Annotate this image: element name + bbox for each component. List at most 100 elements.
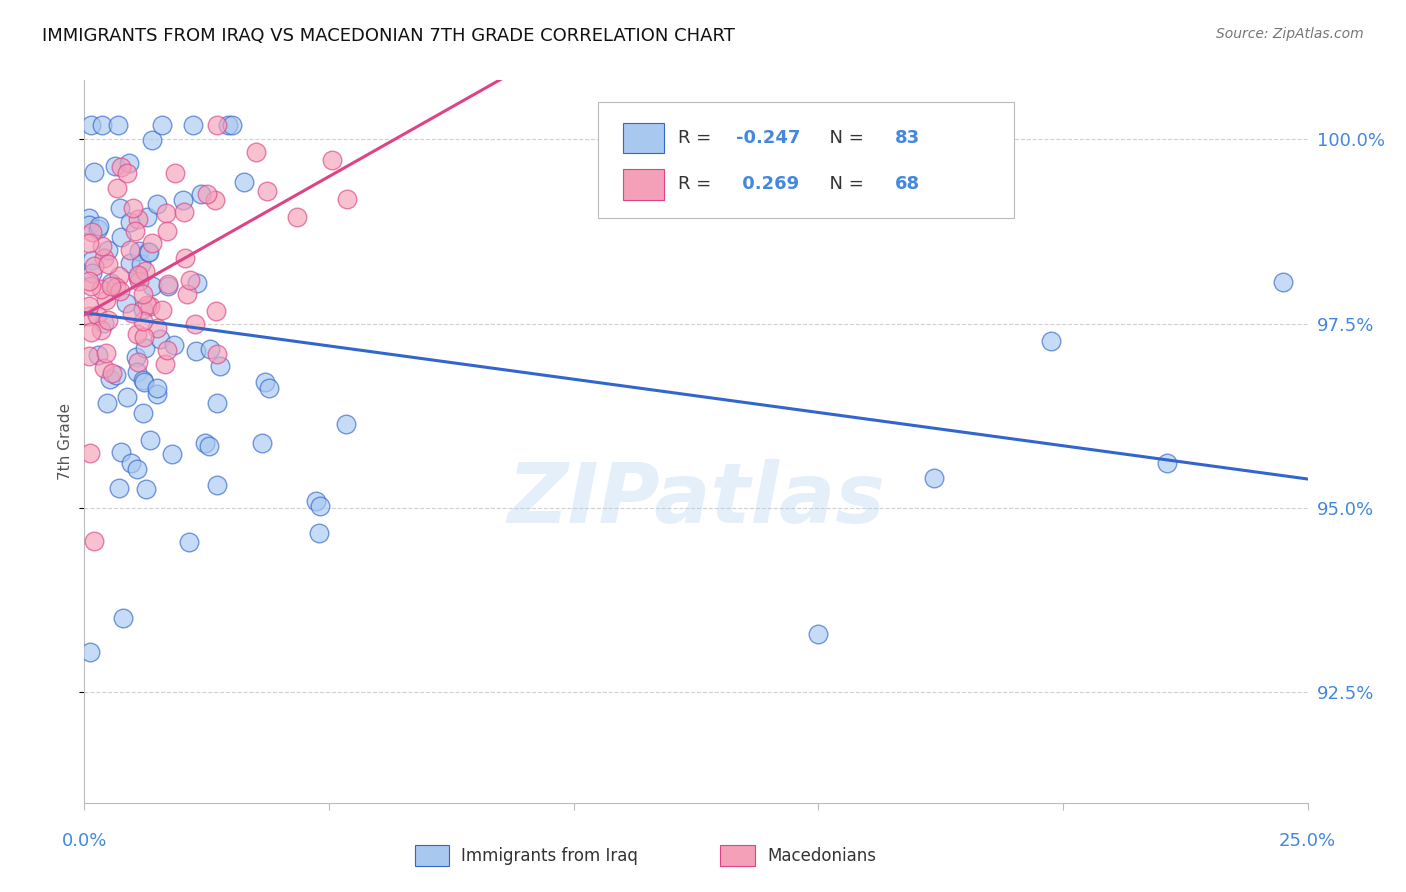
Point xyxy=(173,205,195,219)
Point xyxy=(150,118,173,132)
Point xyxy=(163,338,186,352)
Point xyxy=(1156,456,1178,470)
Point xyxy=(305,494,328,508)
Point xyxy=(87,219,110,233)
Point xyxy=(195,186,218,201)
Point xyxy=(252,436,274,450)
Point xyxy=(150,302,173,317)
Point xyxy=(120,244,142,258)
Point xyxy=(132,330,155,344)
Point xyxy=(77,211,100,226)
Point xyxy=(110,160,132,174)
Point xyxy=(204,193,226,207)
Point xyxy=(157,277,180,291)
Point xyxy=(77,349,100,363)
Point xyxy=(127,270,149,285)
Point xyxy=(91,118,114,132)
FancyBboxPatch shape xyxy=(415,846,449,865)
Point xyxy=(146,197,169,211)
Point xyxy=(90,323,112,337)
Point xyxy=(118,255,141,269)
Point xyxy=(198,342,221,356)
Text: Source: ZipAtlas.com: Source: ZipAtlas.com xyxy=(1216,27,1364,41)
Point xyxy=(132,373,155,387)
Text: Macedonians: Macedonians xyxy=(766,847,876,864)
Point xyxy=(107,118,129,132)
Point xyxy=(110,445,132,459)
Point xyxy=(156,279,179,293)
Point xyxy=(86,308,108,322)
Point xyxy=(134,375,156,389)
Point xyxy=(120,456,142,470)
Point xyxy=(77,274,100,288)
Point xyxy=(132,406,155,420)
Point xyxy=(124,224,146,238)
Point xyxy=(155,206,177,220)
Point xyxy=(111,611,134,625)
Point xyxy=(155,343,177,358)
Point xyxy=(93,316,115,330)
Point xyxy=(100,366,122,380)
Point xyxy=(186,276,208,290)
Point xyxy=(146,387,169,401)
Point xyxy=(194,435,217,450)
Point xyxy=(98,372,121,386)
Point xyxy=(83,165,105,179)
Point xyxy=(190,187,212,202)
Point xyxy=(232,175,254,189)
Text: R =: R = xyxy=(678,129,717,147)
Point xyxy=(100,278,122,293)
Point xyxy=(121,306,143,320)
Point xyxy=(141,133,163,147)
Text: IMMIGRANTS FROM IRAQ VS MACEDONIAN 7TH GRADE CORRELATION CHART: IMMIGRANTS FROM IRAQ VS MACEDONIAN 7TH G… xyxy=(42,27,735,45)
FancyBboxPatch shape xyxy=(623,123,664,153)
Point xyxy=(115,166,138,180)
Point xyxy=(77,235,100,250)
Point xyxy=(80,279,103,293)
Point xyxy=(79,325,101,339)
Point xyxy=(160,447,183,461)
Point xyxy=(94,293,117,308)
Point xyxy=(131,313,153,327)
Point xyxy=(79,446,101,460)
Point xyxy=(118,155,141,169)
Point xyxy=(136,245,159,260)
Point xyxy=(1272,275,1295,289)
Point xyxy=(205,347,228,361)
Text: Immigrants from Iraq: Immigrants from Iraq xyxy=(461,847,638,864)
Point xyxy=(80,253,103,268)
Point xyxy=(77,299,100,313)
Point xyxy=(335,417,357,432)
Point xyxy=(80,118,103,132)
Point xyxy=(97,313,120,327)
Point xyxy=(146,381,169,395)
Point xyxy=(141,279,163,293)
Point xyxy=(104,368,127,382)
Point xyxy=(100,276,122,290)
Point xyxy=(183,317,205,331)
Point xyxy=(125,350,148,364)
Point xyxy=(125,365,148,379)
Point xyxy=(141,235,163,250)
Point xyxy=(134,264,156,278)
FancyBboxPatch shape xyxy=(598,102,1014,218)
Text: 25.0%: 25.0% xyxy=(1279,831,1336,850)
Point xyxy=(139,434,162,448)
Text: 0.0%: 0.0% xyxy=(62,831,107,850)
Text: ZIPatlas: ZIPatlas xyxy=(508,458,884,540)
Y-axis label: 7th Grade: 7th Grade xyxy=(58,403,73,480)
Point xyxy=(135,483,157,497)
Point xyxy=(121,201,143,215)
Point xyxy=(205,118,228,132)
Point xyxy=(115,390,138,404)
Point xyxy=(131,301,153,316)
Point xyxy=(90,238,112,252)
Point xyxy=(77,218,100,232)
Point xyxy=(134,341,156,355)
Point xyxy=(308,526,330,541)
Point xyxy=(253,375,276,389)
Text: R =: R = xyxy=(678,176,717,194)
Point xyxy=(77,309,100,323)
Point xyxy=(127,268,149,282)
Point xyxy=(173,251,195,265)
